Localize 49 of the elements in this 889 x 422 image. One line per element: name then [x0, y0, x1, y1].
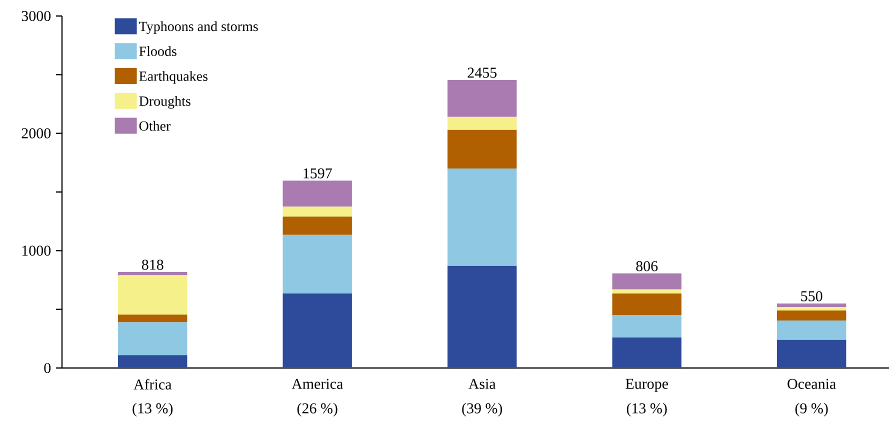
bar: [448, 80, 517, 117]
legend-label: Other: [139, 120, 171, 131]
bar: [612, 289, 682, 294]
x-tick-label: Oceania: [788, 378, 836, 389]
total-label: 1597: [304, 168, 332, 178]
y-tick-label: 3000: [22, 10, 51, 22]
bar: [282, 180, 352, 207]
text: (39 %): [462, 402, 502, 416]
x-tick-label: Asia: [468, 378, 496, 389]
bar: [282, 206, 352, 217]
bar: [282, 216, 352, 235]
bar: [612, 337, 682, 368]
bar: [776, 310, 846, 320]
y-tick-label: 0: [44, 362, 51, 374]
total-label: 550: [801, 291, 822, 302]
total-label: 2455: [468, 68, 497, 78]
x-tick-label: Africa: [134, 378, 172, 390]
legend-label: Earthquakes: [139, 71, 208, 84]
bar: [448, 168, 517, 266]
bar: [448, 116, 517, 130]
y-tick-label: 2000: [22, 128, 51, 138]
bar: [776, 306, 846, 311]
text: (26 %): [297, 402, 338, 416]
text: (13 %): [626, 402, 667, 416]
bar: [776, 303, 846, 307]
legend-label: Droughts: [139, 96, 190, 109]
bar: [118, 355, 188, 368]
bar: [118, 275, 188, 315]
bar: [776, 340, 846, 368]
text: (9 %): [795, 402, 828, 416]
bar: [118, 272, 188, 276]
bar: [612, 273, 682, 290]
bar: [448, 266, 517, 368]
y-tick-label: 1000: [22, 246, 51, 256]
bar: [118, 314, 188, 322]
x-tick-label: Europe: [626, 378, 668, 392]
bar: [118, 322, 188, 356]
bar: [776, 320, 846, 340]
bar: [282, 293, 352, 368]
bar: [612, 315, 682, 338]
legend-label: Floods: [139, 46, 176, 56]
total-label: 818: [142, 260, 164, 270]
x-tick-label: America: [292, 378, 343, 389]
bar: [282, 234, 352, 294]
legend-label: Typhoons and storms: [139, 21, 258, 34]
text: (13 %): [132, 402, 173, 416]
bar: [448, 130, 517, 169]
bar: [612, 293, 682, 316]
total-label: 806: [636, 261, 658, 272]
